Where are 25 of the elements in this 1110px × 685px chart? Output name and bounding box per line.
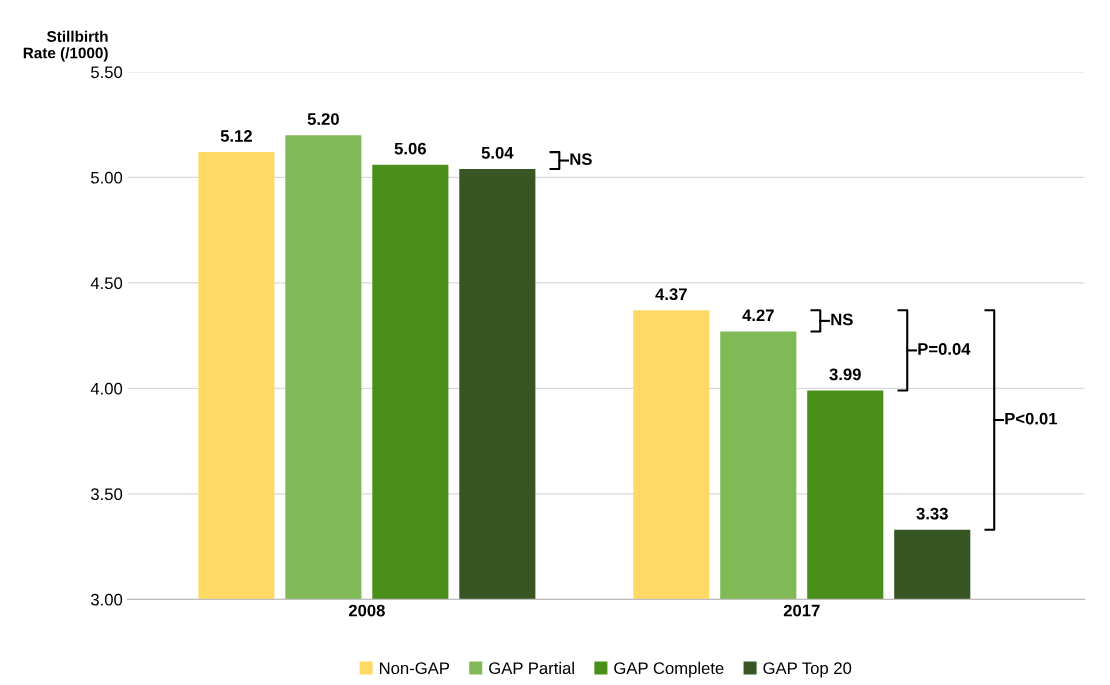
legend-label: GAP Top 20 bbox=[763, 662, 852, 678]
annotation: NS bbox=[831, 313, 853, 326]
y-tick-label: 3.00 bbox=[90, 593, 123, 606]
data-label: 4.27 bbox=[742, 309, 774, 322]
data-label: 5.20 bbox=[307, 113, 339, 125]
y-tick-label: 3.50 bbox=[90, 488, 123, 501]
y-tick-label: 5.50 bbox=[91, 66, 123, 79]
data-label: 5.04 bbox=[481, 146, 514, 159]
y-tick-label: 4.50 bbox=[90, 277, 123, 290]
legend-label: GAP Partial bbox=[489, 661, 574, 675]
data-label: 3.33 bbox=[916, 507, 948, 520]
y-axis-title: Stillbirth Rate (/1000) bbox=[23, 30, 108, 62]
x-tick-label: 2008 bbox=[348, 604, 385, 617]
annotation: NS bbox=[570, 153, 592, 166]
legend-label: GAP Complete bbox=[614, 661, 724, 678]
y-tick-label: 5.00 bbox=[91, 171, 123, 184]
data-label: 5.12 bbox=[220, 130, 252, 142]
x-tick-label: 2017 bbox=[783, 604, 820, 617]
data-label: 3.99 bbox=[829, 368, 861, 381]
legend-label: Non-GAP bbox=[379, 662, 450, 675]
annotation: P=0.04 bbox=[918, 343, 971, 355]
annotation: P<0.01 bbox=[1005, 412, 1058, 425]
y-tick-label: 4.00 bbox=[90, 382, 123, 395]
data-label: 4.37 bbox=[655, 288, 687, 301]
data-label: 5.06 bbox=[394, 142, 426, 155]
